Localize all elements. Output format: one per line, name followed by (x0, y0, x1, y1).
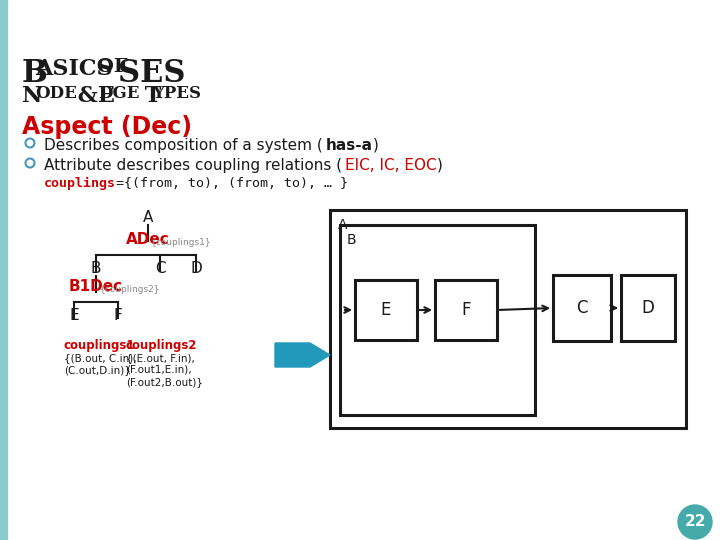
Text: SES: SES (118, 58, 186, 89)
Text: couplings2: couplings2 (126, 339, 197, 352)
Text: (F.out1,E.in),: (F.out1,E.in), (126, 365, 192, 375)
Text: Aspect (Dec): Aspect (Dec) (22, 115, 192, 139)
Text: 22: 22 (684, 515, 706, 530)
Text: has-a: has-a (326, 138, 373, 153)
Text: N: N (22, 85, 42, 107)
Text: {(E.out, F.in),: {(E.out, F.in), (126, 353, 195, 363)
Text: D: D (642, 299, 654, 317)
Text: B1Dec: B1Dec (69, 279, 123, 294)
Text: C: C (155, 261, 166, 276)
Text: E: E (69, 308, 78, 323)
Text: DGE: DGE (98, 85, 140, 102)
Text: Describes composition of a system (: Describes composition of a system ( (44, 138, 323, 153)
Text: B: B (91, 261, 102, 276)
Bar (355, 280, 417, 340)
Text: Attribute describes coupling relations (: Attribute describes coupling relations ( (44, 158, 342, 173)
Text: ): ) (373, 138, 379, 153)
Circle shape (678, 505, 712, 539)
Text: B: B (22, 58, 48, 89)
Text: couplings: couplings (44, 177, 116, 190)
Text: YPES: YPES (152, 85, 201, 102)
Text: couplings1: couplings1 (64, 339, 135, 352)
Text: E: E (381, 301, 391, 319)
Text: &E: &E (70, 85, 115, 107)
Text: B: B (347, 233, 356, 247)
Bar (340, 225, 535, 415)
Text: EIC, IC, EOC: EIC, IC, EOC (345, 158, 436, 173)
Bar (0, 0, 7, 540)
Text: T: T (137, 85, 161, 107)
Text: {couplings2}: {couplings2} (100, 285, 161, 294)
Text: OF: OF (90, 58, 135, 76)
Text: ={(from, to), (from, to), … }: ={(from, to), (from, to), … } (116, 177, 348, 190)
Text: ODE: ODE (35, 85, 77, 102)
Text: (F.out2,B.out)}: (F.out2,B.out)} (126, 377, 203, 387)
Bar (621, 275, 675, 341)
FancyArrow shape (275, 343, 330, 367)
Text: {(B.out, C.in),: {(B.out, C.in), (64, 353, 137, 363)
Text: ADec: ADec (126, 232, 170, 247)
Text: A: A (143, 210, 153, 225)
Bar (435, 280, 497, 340)
Text: D: D (190, 261, 202, 276)
Text: ASICS: ASICS (35, 58, 112, 80)
Text: F: F (462, 301, 471, 319)
Text: {couplings1}: {couplings1} (151, 238, 212, 247)
Text: F: F (114, 308, 122, 323)
Circle shape (25, 138, 35, 147)
Bar (553, 275, 611, 341)
Text: ): ) (437, 158, 443, 173)
Circle shape (25, 159, 35, 167)
Text: (C.out,D.in)}: (C.out,D.in)} (64, 365, 131, 375)
Text: C: C (576, 299, 588, 317)
Text: A: A (338, 218, 348, 232)
Bar (330, 210, 686, 428)
